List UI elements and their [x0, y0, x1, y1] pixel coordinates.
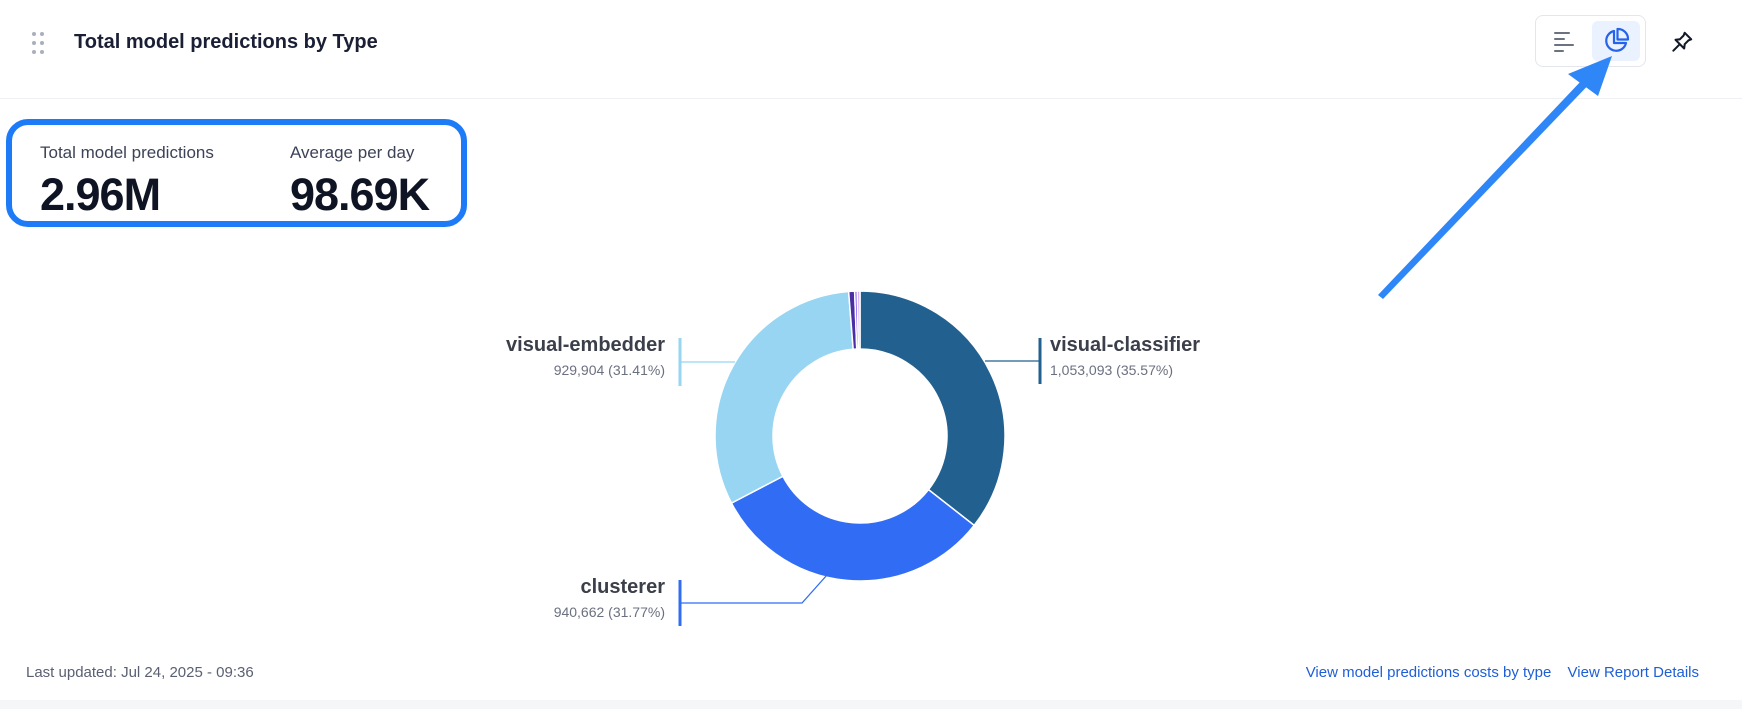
pie-slice-visual-classifier[interactable]: [859, 290, 1006, 527]
pie-slice-clusterer[interactable]: [730, 475, 976, 582]
leader-line: [680, 574, 828, 604]
view-costs-link[interactable]: View model predictions costs by type: [1305, 664, 1552, 681]
slice-value-label: 940,662 (31.77%): [554, 604, 665, 620]
widget-header: Total model predictions by Type: [0, 0, 1742, 99]
last-updated: Last updated: Jul 24, 2025 - 09:36: [26, 664, 254, 681]
pin-button[interactable]: [1662, 22, 1702, 62]
bar-chart-icon: [1554, 32, 1574, 52]
pin-icon: [1672, 31, 1693, 52]
chart-view-toggle: [1535, 15, 1646, 67]
pie-view-button[interactable]: [1592, 21, 1640, 61]
drag-handle-icon[interactable]: [32, 32, 46, 54]
bar-view-button[interactable]: [1541, 21, 1589, 61]
widget-title: Total model predictions by Type: [74, 31, 378, 53]
kpi-highlight-box: Total model predictions 2.96M Average pe…: [6, 119, 467, 227]
slice-label: clusterer: [581, 576, 666, 598]
slice-label: visual-embedder: [506, 334, 665, 356]
annotation-arrow-head: [1568, 56, 1612, 96]
slice-value-label: 1,053,093 (35.57%): [1050, 362, 1173, 378]
kpi-value: 98.69K: [290, 169, 430, 220]
pie-slice-minor-5[interactable]: [856, 290, 861, 350]
bottom-strip: [0, 700, 1742, 709]
kpi-average-per-day: Average per day 98.69K: [290, 143, 430, 221]
slice-label: visual-classifier: [1050, 334, 1200, 356]
kpi-value: 2.96M: [40, 169, 161, 220]
pie-chart-icon: [1605, 27, 1630, 52]
kpi-total-predictions: Total model predictions 2.96M: [40, 143, 214, 221]
slice-value-label: 929,904 (31.41%): [554, 362, 665, 378]
footer-links: View model predictions costs by type Vie…: [1294, 664, 1699, 681]
kpi-label: Total model predictions: [40, 143, 214, 162]
annotation-arrow: [1378, 58, 1610, 299]
pie-slice-visual-embedder[interactable]: [714, 290, 854, 505]
view-report-details-link[interactable]: View Report Details: [1567, 664, 1699, 681]
kpi-label: Average per day: [290, 143, 415, 162]
